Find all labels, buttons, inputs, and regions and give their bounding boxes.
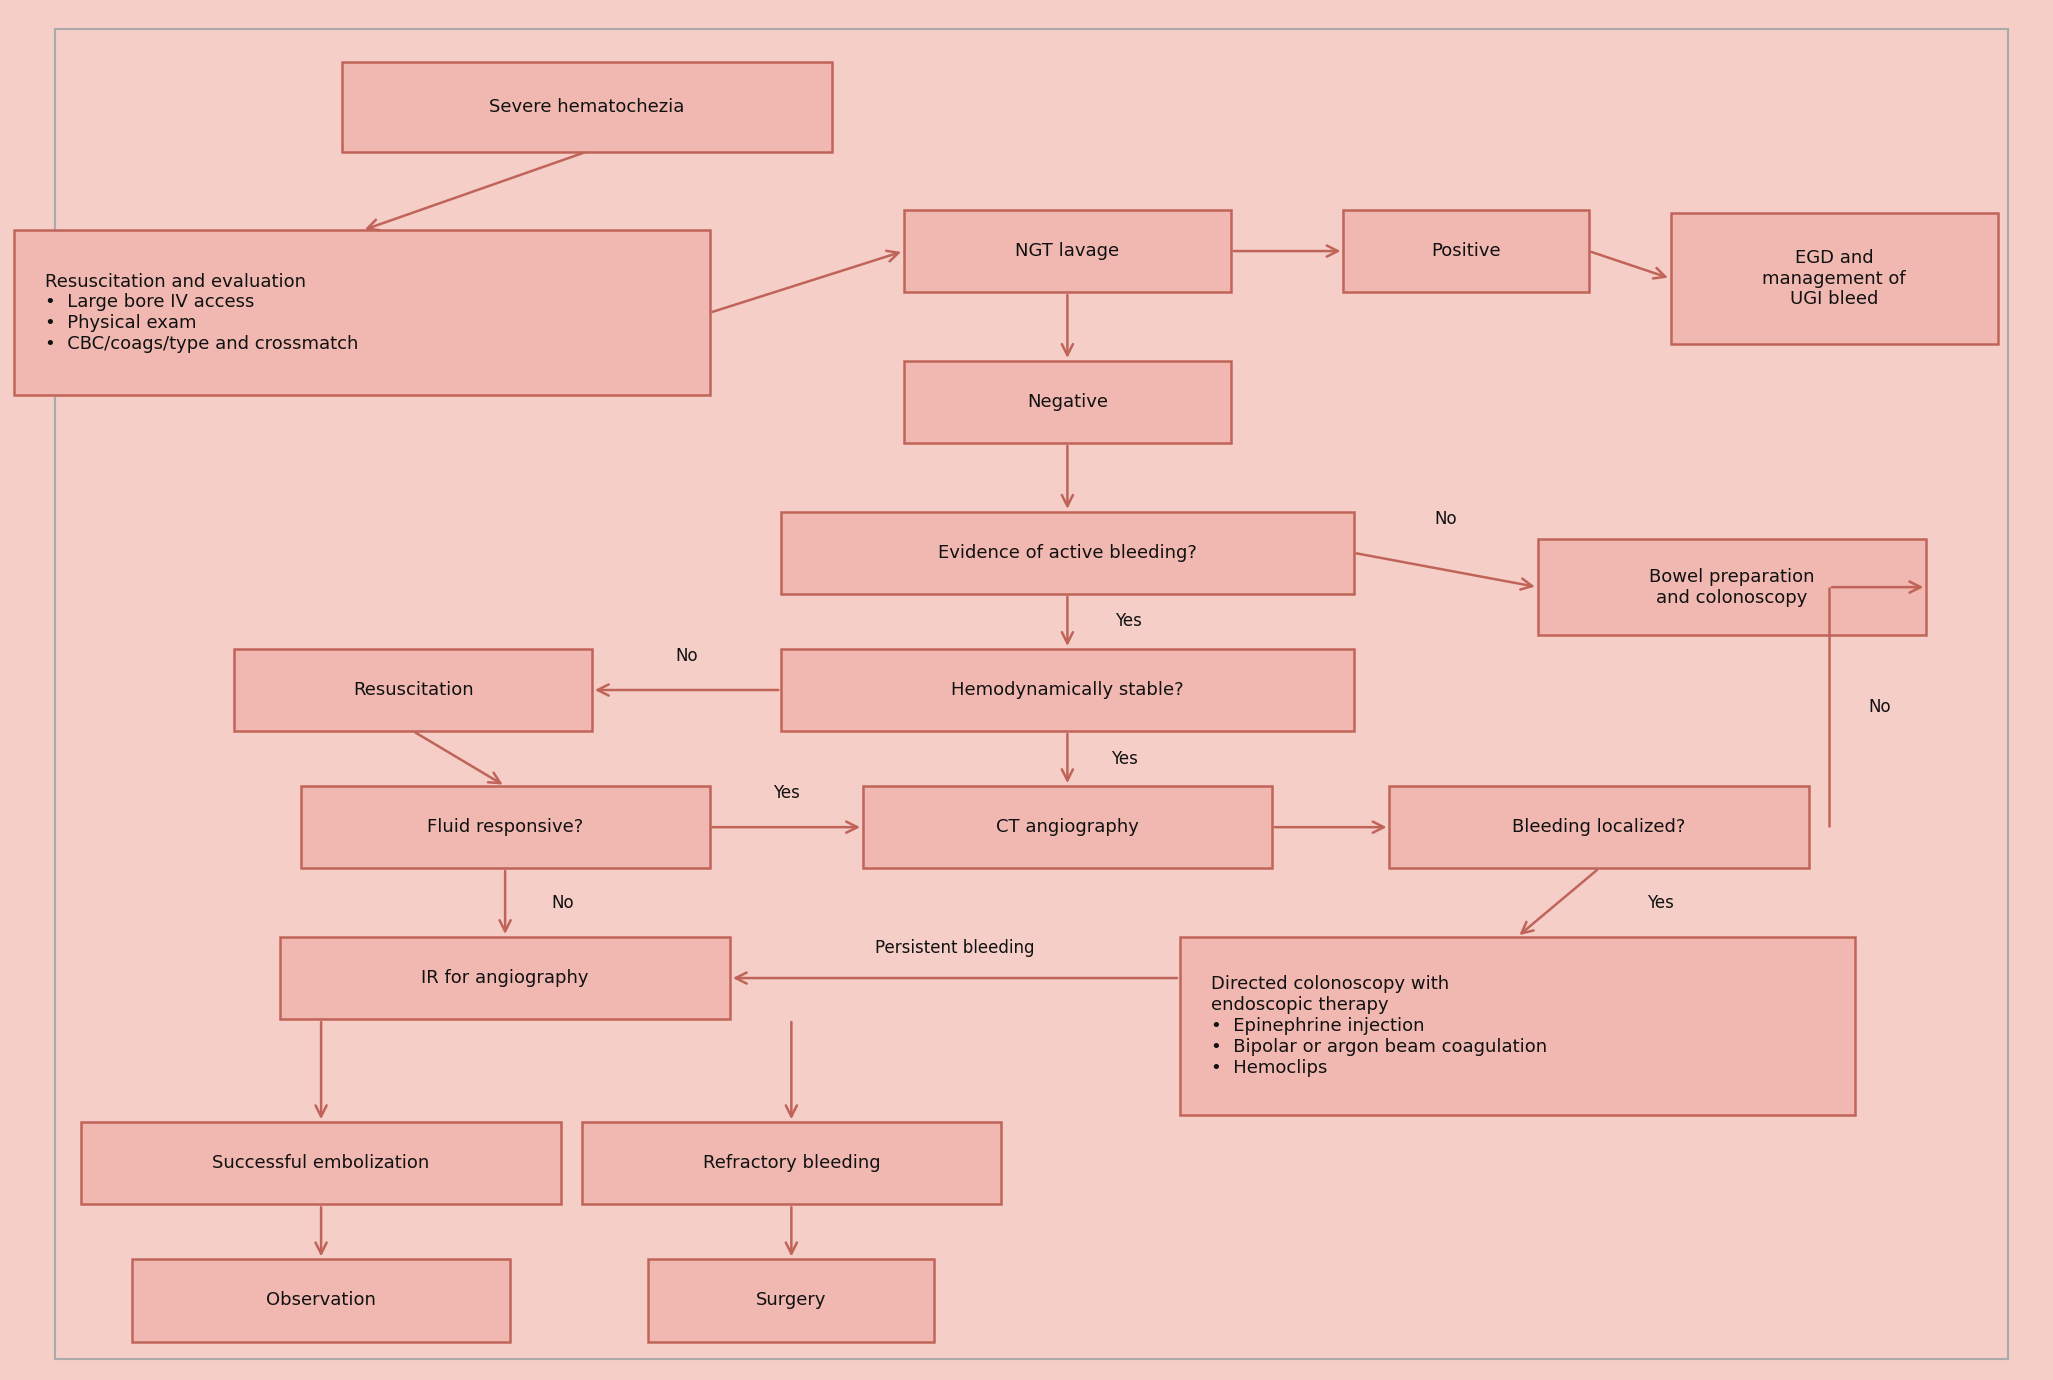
- Text: Negative: Negative: [1026, 393, 1109, 411]
- FancyBboxPatch shape: [300, 787, 710, 868]
- FancyBboxPatch shape: [131, 1259, 511, 1341]
- Text: NGT lavage: NGT lavage: [1016, 241, 1119, 259]
- Text: EGD and
management of
UGI bleed: EGD and management of UGI bleed: [1761, 248, 1905, 308]
- FancyBboxPatch shape: [80, 1122, 560, 1205]
- Text: Bowel preparation
and colonoscopy: Bowel preparation and colonoscopy: [1649, 567, 1815, 607]
- Text: No: No: [550, 894, 573, 912]
- Text: IR for angiography: IR for angiography: [421, 969, 589, 987]
- Text: Positive: Positive: [1431, 241, 1501, 259]
- Text: Directed colonoscopy with
endoscopic therapy
•  Epinephrine injection
•  Bipolar: Directed colonoscopy with endoscopic the…: [1211, 976, 1546, 1076]
- Text: Evidence of active bleeding?: Evidence of active bleeding?: [938, 544, 1197, 562]
- Text: No: No: [1435, 509, 1458, 527]
- FancyBboxPatch shape: [1671, 214, 1998, 344]
- Text: Resuscitation and evaluation
•  Large bore IV access
•  Physical exam
•  CBC/coa: Resuscitation and evaluation • Large bor…: [45, 273, 359, 353]
- FancyBboxPatch shape: [780, 649, 1353, 731]
- Text: Resuscitation: Resuscitation: [353, 680, 474, 700]
- FancyBboxPatch shape: [903, 360, 1232, 443]
- Text: Hemodynamically stable?: Hemodynamically stable?: [951, 680, 1185, 700]
- FancyBboxPatch shape: [581, 1122, 1002, 1205]
- FancyBboxPatch shape: [341, 62, 831, 152]
- Text: No: No: [1868, 698, 1891, 716]
- FancyBboxPatch shape: [780, 512, 1353, 593]
- Text: Yes: Yes: [772, 784, 801, 802]
- FancyBboxPatch shape: [862, 787, 1273, 868]
- Text: Observation: Observation: [267, 1292, 376, 1310]
- Text: Yes: Yes: [1111, 749, 1137, 767]
- FancyBboxPatch shape: [234, 649, 591, 731]
- Text: Severe hematochezia: Severe hematochezia: [489, 98, 684, 116]
- Text: Persistent bleeding: Persistent bleeding: [875, 938, 1035, 956]
- Text: Successful embolization: Successful embolization: [211, 1154, 429, 1172]
- FancyBboxPatch shape: [1343, 210, 1589, 293]
- Text: No: No: [675, 647, 698, 665]
- Text: Refractory bleeding: Refractory bleeding: [702, 1154, 881, 1172]
- FancyBboxPatch shape: [1538, 540, 1926, 635]
- FancyBboxPatch shape: [903, 210, 1232, 293]
- Text: Yes: Yes: [1115, 613, 1141, 631]
- FancyBboxPatch shape: [14, 230, 710, 395]
- Text: Fluid responsive?: Fluid responsive?: [427, 818, 583, 836]
- Text: Surgery: Surgery: [756, 1292, 827, 1310]
- Text: Bleeding localized?: Bleeding localized?: [1513, 818, 1686, 836]
- Text: Yes: Yes: [1647, 894, 1673, 912]
- FancyBboxPatch shape: [279, 937, 731, 1020]
- Text: CT angiography: CT angiography: [996, 818, 1139, 836]
- FancyBboxPatch shape: [649, 1259, 934, 1341]
- FancyBboxPatch shape: [1390, 787, 1809, 868]
- FancyBboxPatch shape: [1180, 937, 1854, 1115]
